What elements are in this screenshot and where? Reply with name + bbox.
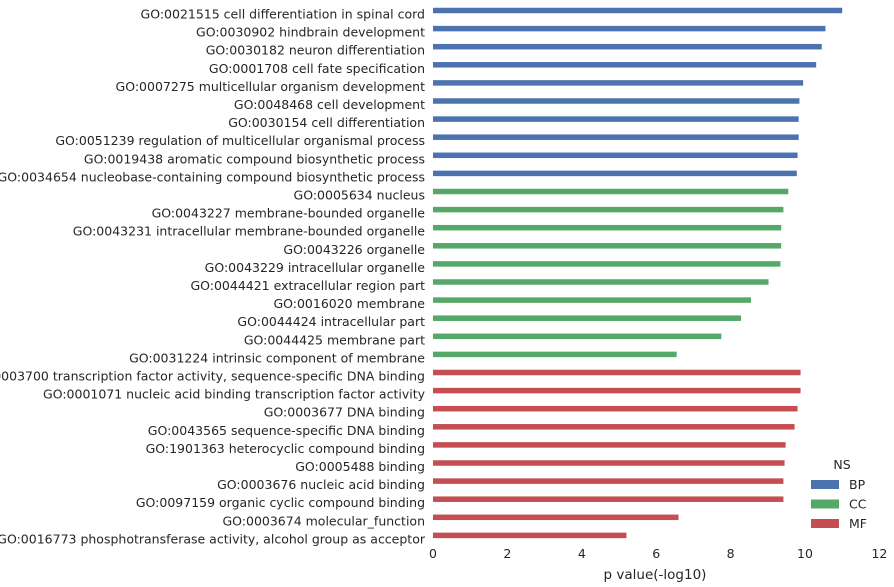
bar-bp <box>433 134 799 140</box>
category-label: GO:0016773 phosphotransferase activity, … <box>0 531 426 546</box>
legend-label-cc: CC <box>849 497 867 512</box>
bar-cc <box>433 315 742 321</box>
category-label: GO:0005634 nucleus <box>294 188 425 203</box>
bar-cc <box>433 224 782 231</box>
x-tick-label: 4 <box>578 546 586 561</box>
bar-bp <box>433 116 799 122</box>
bar-bp <box>433 7 843 14</box>
category-label: GO:0043227 membrane-bounded organelle <box>152 206 426 221</box>
bar-cc <box>433 297 752 303</box>
category-label: GO:0019438 aromatic compound biosyntheti… <box>84 151 425 166</box>
category-label: GO:0043229 intracellular organelle <box>205 260 426 275</box>
category-label: GO:0034654 nucleobase-containing compoun… <box>0 169 425 184</box>
legend-swatch-cc <box>811 499 839 509</box>
x-tick-label: 0 <box>429 546 437 561</box>
bar-cc <box>433 351 677 358</box>
legend-label-bp: BP <box>849 477 866 492</box>
bar-cc <box>433 206 784 213</box>
bar-cc <box>433 261 781 267</box>
x-tick-label: 2 <box>503 546 511 561</box>
category-label: GO:0043226 organelle <box>283 242 425 257</box>
category-label: GO:0044421 extracellular region part <box>190 278 425 293</box>
bar-bp <box>433 152 798 159</box>
category-labels: GO:0021515 cell differentiation in spina… <box>0 7 426 547</box>
category-label: GO:0005488 binding <box>295 459 425 474</box>
x-tick-label: 6 <box>652 546 660 561</box>
bar-mf <box>433 369 801 376</box>
category-label: GO:0043231 intracellular membrane-bounde… <box>73 224 426 239</box>
category-label: GO:0030902 hindbrain development <box>196 25 425 40</box>
bar-cc <box>433 243 782 249</box>
bar-mf <box>433 478 784 484</box>
category-label: GO:0001071 nucleic acid binding transcri… <box>43 387 426 402</box>
bar-mf <box>433 405 798 412</box>
category-label: GO:0097159 organic cyclic compound bindi… <box>136 495 425 510</box>
legend-title: NS <box>833 457 850 472</box>
category-label: GO:0003677 DNA binding <box>264 405 425 420</box>
category-label: GO:0007275 multicellular organism develo… <box>116 79 426 94</box>
category-label: GO:0003676 nucleic acid binding <box>217 477 425 492</box>
category-label: GO:0030154 cell differentiation <box>228 115 425 130</box>
category-label: GO:0051239 regulation of multicellular o… <box>55 133 425 148</box>
category-label: GO:0044424 intracellular part <box>237 314 425 329</box>
bar-bp <box>433 170 797 177</box>
bar-mf <box>433 514 679 521</box>
category-label: GO:0031224 intrinsic component of membra… <box>129 350 425 365</box>
bar-mf <box>433 496 784 502</box>
category-label: GO:0048468 cell development <box>234 97 425 112</box>
category-label: GO:0043565 sequence-specific DNA binding <box>148 423 425 438</box>
bar-cc <box>433 333 722 340</box>
x-axis-ticks: 0 2 4 6 8 10 12 <box>429 546 887 561</box>
category-label: GO:1901363 heterocyclic compound binding <box>146 441 425 456</box>
category-label: GO:0003700 transcription factor activity… <box>0 369 425 384</box>
bar-bp <box>433 43 822 50</box>
category-label: GO:0003674 molecular_function <box>222 513 425 528</box>
category-label: GO:0030182 neuron differentiation <box>206 43 425 58</box>
legend-label-mf: MF <box>849 516 867 531</box>
legend-swatch-bp <box>811 480 839 489</box>
category-label: GO:0016020 membrane <box>273 296 425 311</box>
x-tick-label: 12 <box>871 546 887 561</box>
bars-group <box>433 7 843 539</box>
bar-mf <box>433 460 785 466</box>
x-axis-label: p value(-log10) <box>604 567 707 583</box>
category-label: GO:0001708 cell fate specification <box>209 61 425 76</box>
bar-bp <box>433 62 817 68</box>
bar-bp <box>433 80 804 86</box>
bar-bp <box>433 98 800 104</box>
x-tick-label: 8 <box>727 546 735 561</box>
bar-bp <box>433 25 826 32</box>
bar-cc <box>433 279 769 285</box>
bar-mf <box>433 424 795 430</box>
bar-mf <box>433 442 786 448</box>
x-tick-label: 10 <box>797 546 813 561</box>
bar-mf <box>433 387 801 394</box>
legend: NS BP CC MF <box>811 457 867 531</box>
legend-swatch-mf <box>811 519 839 528</box>
category-label: GO:0021515 cell differentiation in spina… <box>141 7 425 22</box>
category-label: GO:0044425 membrane part <box>244 332 425 347</box>
bar-mf <box>433 532 627 539</box>
bar-cc <box>433 188 789 195</box>
